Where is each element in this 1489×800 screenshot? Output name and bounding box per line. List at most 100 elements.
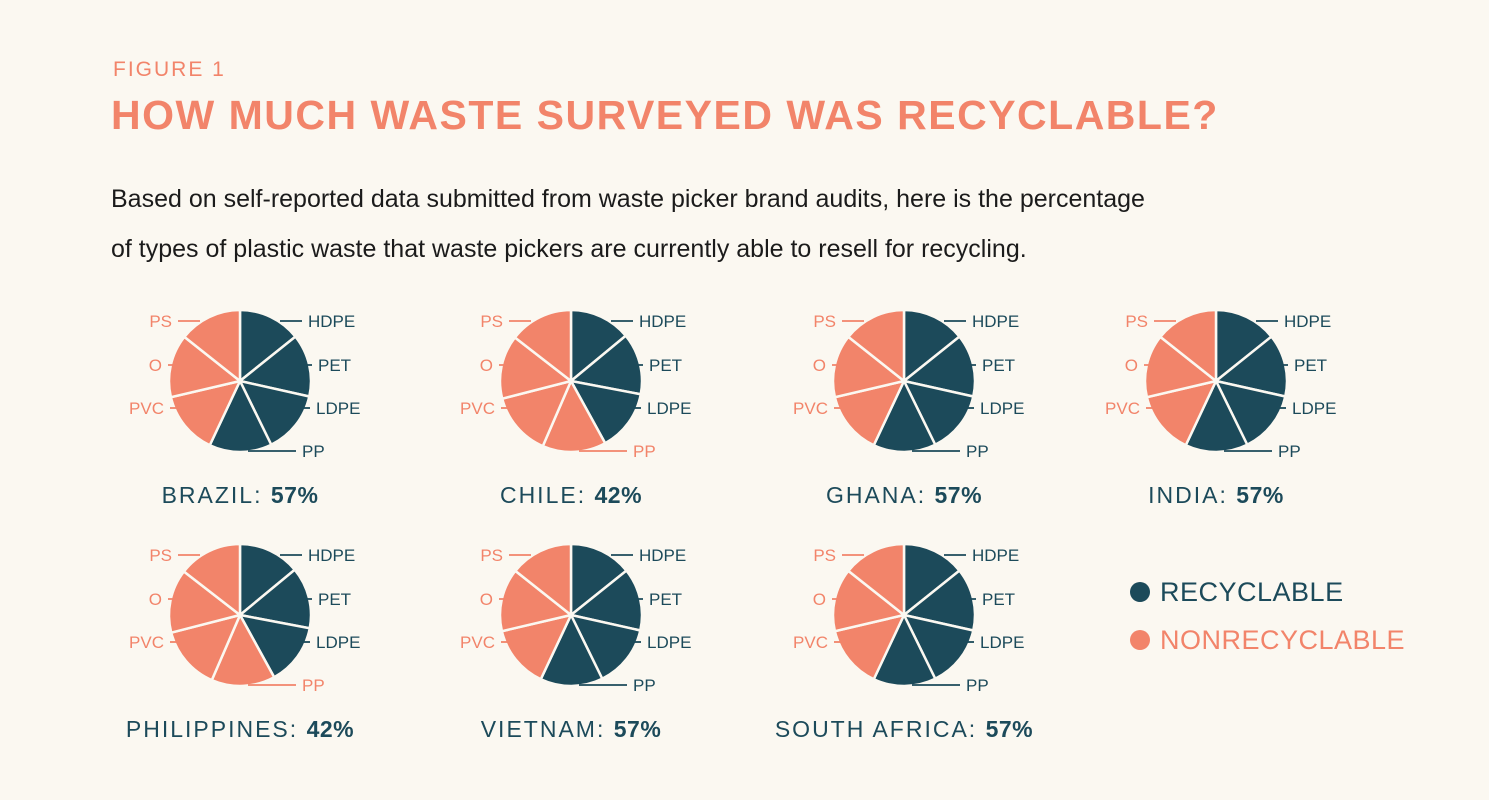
pie-slice-hdpe: [238, 308, 298, 384]
country-caption: GHANA: 57%: [826, 482, 982, 508]
slice-label-pvc: PVC: [793, 633, 828, 652]
slice-label-pp: PP: [302, 442, 325, 461]
pie-slice-ldpe: [901, 613, 975, 681]
pie-slice-pp: [210, 612, 276, 688]
slice-label-pp: PP: [633, 442, 656, 461]
country-caption: PHILIPPINES: 42%: [126, 716, 354, 742]
pie-slice-o: [167, 569, 243, 635]
country-percent: 57%: [271, 482, 319, 508]
pie-slice-pvc: [169, 379, 243, 447]
slice-label-o: O: [480, 590, 493, 609]
figure-label: FIGURE 1: [113, 58, 226, 81]
pie-slice-ldpe: [901, 379, 975, 447]
pie-slice-pvc: [500, 379, 574, 448]
pie-slice-pp: [208, 378, 273, 454]
slice-label-o: O: [1125, 356, 1138, 375]
slice-label-ldpe: LDPE: [647, 633, 691, 652]
slice-label-ldpe: LDPE: [980, 399, 1024, 418]
slice-label-pet: PET: [982, 590, 1015, 609]
slice-label-ldpe: LDPE: [980, 633, 1024, 652]
slice-label-pet: PET: [649, 356, 682, 375]
pie-slice-hdpe: [569, 542, 629, 618]
pie-slice-ps: [1158, 308, 1218, 384]
slice-label-pp: PP: [1278, 442, 1301, 461]
slice-label-hdpe: HDPE: [1284, 312, 1331, 331]
subtitle-line-1: Based on self-reported data submitted fr…: [111, 185, 1145, 213]
slice-label-ldpe: LDPE: [316, 399, 360, 418]
country-name: PHILIPPINES:: [126, 716, 307, 742]
slice-label-hdpe: HDPE: [972, 312, 1019, 331]
subtitle-line-2: of types of plastic waste that waste pic…: [111, 235, 1027, 263]
slice-label-pvc: PVC: [460, 633, 495, 652]
slice-label-pet: PET: [318, 356, 351, 375]
legend-item-recyclable: RECYCLABLE: [1130, 568, 1405, 616]
slice-label-ldpe: LDPE: [316, 633, 360, 652]
pie-chart-chile: HDPE PET LDPE PP PVC O PS CHILE: 42%: [460, 308, 691, 508]
country-percent: 57%: [1236, 482, 1284, 508]
pie-slice-ps: [513, 542, 573, 618]
pie-slice-ldpe: [1213, 379, 1287, 447]
slice-label-pvc: PVC: [793, 399, 828, 418]
country-caption: VIETNAM: 57%: [481, 716, 662, 742]
pie-slice-pvc: [833, 379, 907, 447]
pie-slice-o: [498, 335, 574, 401]
pie-chart-ghana: HDPE PET LDPE PP PVC O PS GHANA: 57%: [793, 308, 1024, 508]
legend-label-recyclable: RECYCLABLE: [1160, 576, 1344, 607]
slice-label-hdpe: HDPE: [639, 312, 686, 331]
country-name: BRAZIL:: [162, 482, 271, 508]
slice-label-ps: PS: [149, 312, 172, 331]
pie-chart-philippines: HDPE PET LDPE PP PVC O PS PHILIPPINES: 42%: [126, 542, 360, 742]
pie-slice-ps: [513, 308, 573, 384]
pie-chart-brazil: HDPE PET LDPE PP PVC O PS BRAZIL: 57%: [129, 308, 360, 508]
slice-label-ps: PS: [813, 546, 836, 565]
slice-label-ps: PS: [813, 312, 836, 331]
country-name: INDIA:: [1148, 482, 1236, 508]
pie-slice-pp: [541, 378, 607, 454]
pie-slice-ldpe: [237, 379, 311, 447]
slice-label-hdpe: HDPE: [972, 546, 1019, 565]
slice-label-pvc: PVC: [129, 633, 164, 652]
slice-label-pp: PP: [302, 676, 325, 695]
slice-label-pvc: PVC: [1105, 399, 1140, 418]
legend-swatch-nonrecyclable: [1130, 630, 1150, 650]
country-percent: 57%: [986, 716, 1034, 742]
pie-slice-ps: [182, 308, 242, 384]
legend-item-nonrecyclable: NONRECYCLABLE: [1130, 616, 1405, 664]
slice-label-ldpe: LDPE: [647, 399, 691, 418]
country-name: GHANA:: [826, 482, 935, 508]
country-percent: 57%: [614, 716, 662, 742]
pie-slice-ldpe: [568, 613, 642, 681]
slice-label-ps: PS: [480, 312, 503, 331]
legend-swatch-recyclable: [1130, 582, 1150, 602]
slice-label-pet: PET: [649, 590, 682, 609]
pie-slice-pvc: [1145, 379, 1219, 447]
pie-chart-india: HDPE PET LDPE PP PVC O PS INDIA: 57%: [1105, 308, 1336, 508]
pie-slice-hdpe: [902, 308, 962, 384]
pie-slice-ps: [182, 542, 242, 618]
slice-label-pp: PP: [966, 676, 989, 695]
pie-chart-vietnam: HDPE PET LDPE PP PVC O PS VIETNAM: 57%: [460, 542, 691, 742]
slice-label-pet: PET: [982, 356, 1015, 375]
slice-label-o: O: [813, 356, 826, 375]
pie-slice-ps: [846, 308, 906, 384]
slice-label-o: O: [149, 356, 162, 375]
country-caption: CHILE: 42%: [500, 482, 642, 508]
slice-label-pvc: PVC: [460, 399, 495, 418]
country-name: VIETNAM:: [481, 716, 614, 742]
country-caption: INDIA: 57%: [1148, 482, 1284, 508]
country-name: CHILE:: [500, 482, 595, 508]
slice-label-ps: PS: [480, 546, 503, 565]
slice-label-pp: PP: [966, 442, 989, 461]
pie-slice-ps: [846, 542, 906, 618]
country-percent: 57%: [935, 482, 983, 508]
pie-slice-hdpe: [1214, 308, 1274, 384]
pie-slice-pp: [872, 378, 937, 454]
country-caption: BRAZIL: 57%: [162, 482, 319, 508]
pie-slice-pp: [872, 612, 937, 688]
slice-label-pvc: PVC: [129, 399, 164, 418]
country-name: SOUTH AFRICA:: [775, 716, 986, 742]
country-caption: SOUTH AFRICA: 57%: [775, 716, 1033, 742]
pie-slice-pp: [539, 612, 604, 688]
country-percent: 42%: [594, 482, 642, 508]
